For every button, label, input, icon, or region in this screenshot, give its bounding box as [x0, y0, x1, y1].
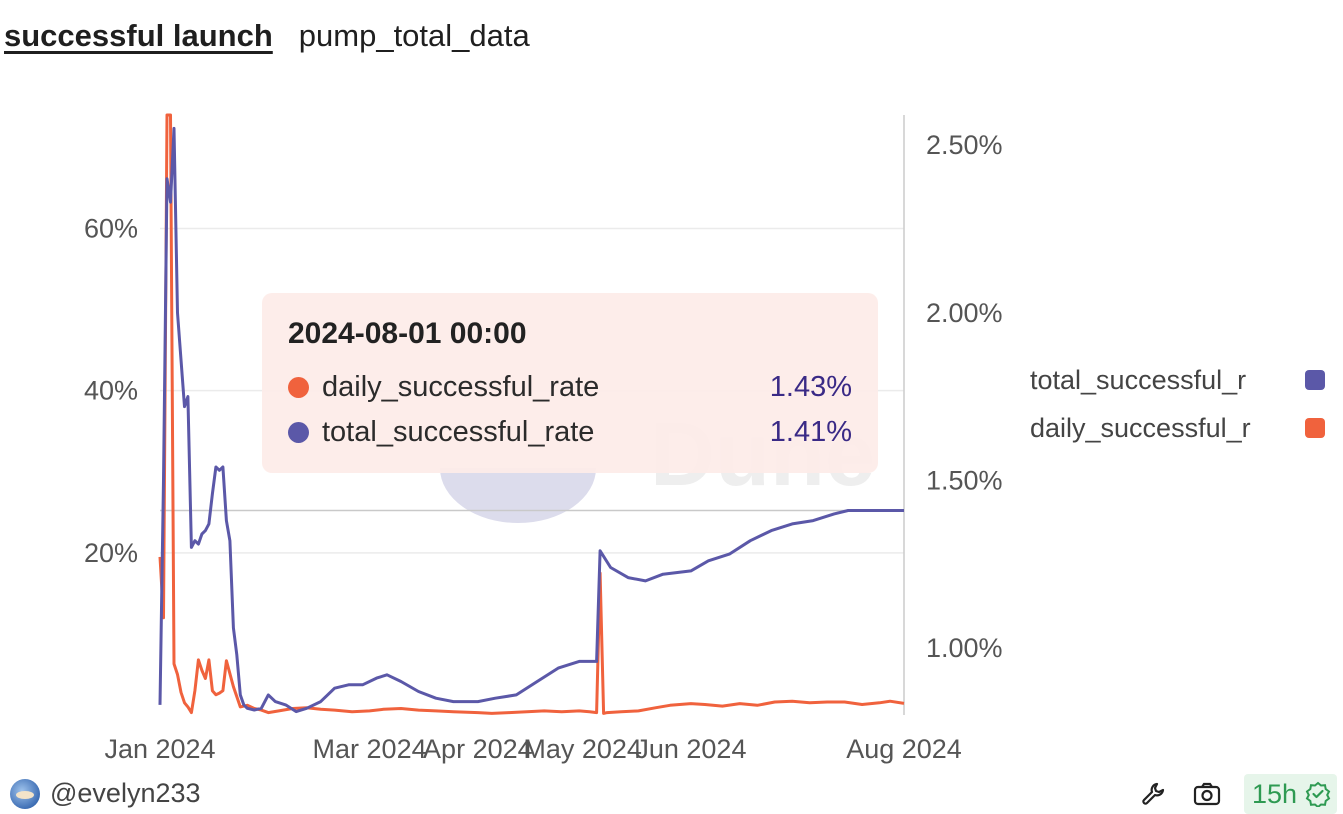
tooltip-row: daily_successful_rate 1.43%: [288, 365, 852, 410]
tick-labels: 20% 40% 60% 1.00% 1.50% 2.00% 2.50% Jan 2024 Mar…: [84, 130, 1003, 764]
legend-label: daily_successful_r: [1030, 413, 1251, 443]
y-left-tick-label: 20%: [84, 538, 138, 568]
series-line-total_successful_rate: [158, 126, 904, 714]
tooltip-row: total_successful_rate 1.41%: [288, 410, 852, 455]
tooltip-dot-daily: [288, 377, 309, 398]
legend-swatch: [1305, 418, 1325, 438]
refresh-age: 15h: [1251, 778, 1297, 809]
y-right-tick-label: 2.00%: [926, 298, 1003, 328]
y-right-tick-label: 1.00%: [926, 633, 1003, 663]
visualization-name: pump_total_data: [298, 18, 530, 53]
x-tick-label: Aug 2024: [846, 734, 962, 764]
legend-swatch: [1305, 370, 1325, 390]
series-lines: [158, 113, 905, 715]
legend-label: total_successful_r: [1030, 365, 1246, 395]
legend: total_successful_r daily_successful_r: [1030, 365, 1325, 443]
check-circle-icon: [1305, 781, 1331, 807]
tooltip-series-value: 1.41%: [769, 416, 852, 448]
query-title-link[interactable]: successful launch: [4, 18, 273, 53]
y-right-tick-label: 2.50%: [926, 130, 1003, 160]
tooltip-series-name: daily_successful_rate: [322, 371, 600, 403]
tooltip-series-name: total_successful_rate: [322, 416, 595, 448]
chart-actions: 15h: [1136, 774, 1337, 814]
x-tick-label: Jun 2024: [635, 734, 746, 764]
x-tick-label: Jan 2024: [104, 734, 215, 764]
tooltip-dot-total: [288, 422, 309, 443]
tooltip-series-value: 1.43%: [769, 371, 852, 403]
x-tick-label: Apr 2024: [423, 734, 533, 764]
tooltip: 2024-08-01 00:00 daily_successful_rate 1…: [262, 293, 878, 473]
axes: [160, 115, 905, 715]
wrench-icon[interactable]: [1136, 777, 1170, 811]
tooltip-title: 2024-08-01 00:00: [288, 317, 527, 350]
y-left-tick-label: 40%: [84, 376, 138, 406]
x-tick-label: Mar 2024: [313, 734, 427, 764]
camera-icon[interactable]: [1190, 777, 1224, 811]
avatar[interactable]: [10, 778, 40, 809]
x-tick-label: May 2024: [523, 734, 642, 764]
author-info[interactable]: @evelyn233: [10, 778, 201, 809]
y-right-tick-label: 1.50%: [926, 465, 1003, 495]
y-left-tick-label: 60%: [84, 214, 138, 244]
author-username[interactable]: @evelyn233: [50, 778, 201, 808]
series-line-daily_successful_rate: [158, 113, 905, 715]
chart-header: successful launch pump_total_data: [4, 18, 530, 54]
refresh-status-badge[interactable]: 15h: [1243, 774, 1337, 814]
